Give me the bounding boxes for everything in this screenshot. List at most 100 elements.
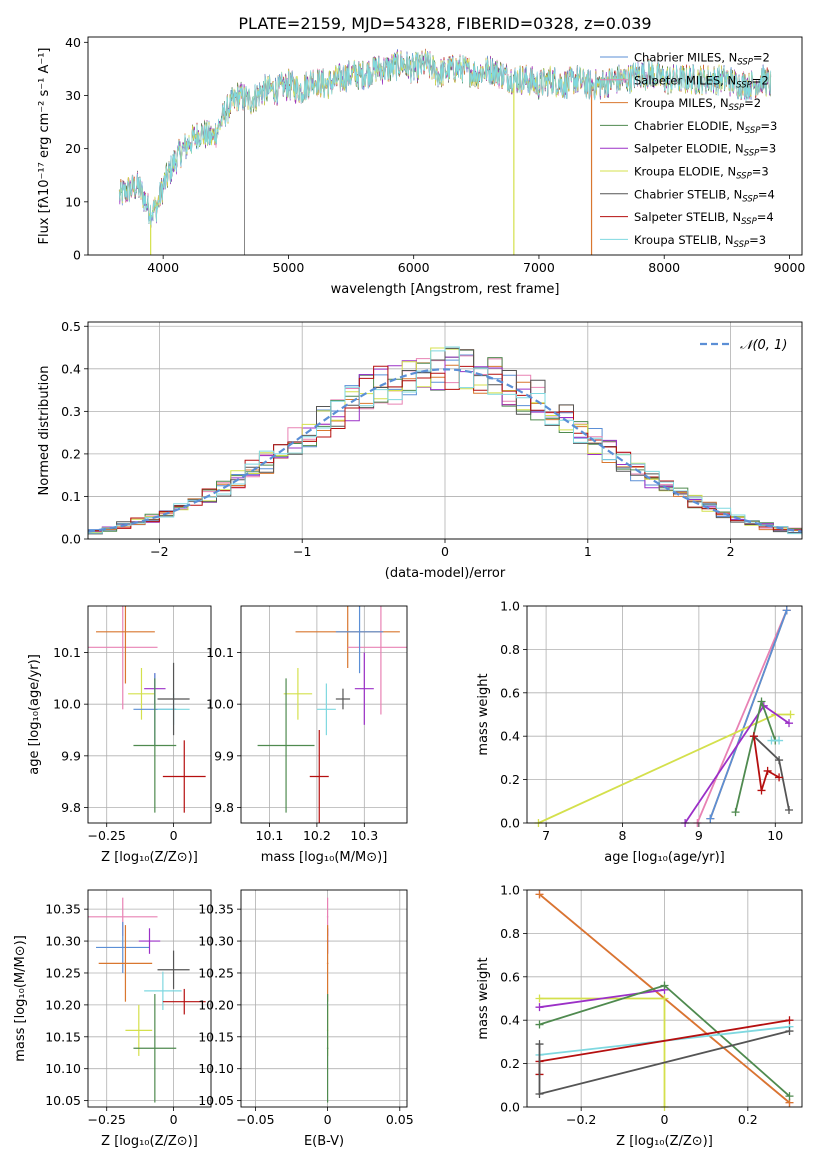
mass-weight-vs-Z-marker: [660, 994, 669, 1003]
legend-label: Kroupa STELIB, NSSP=3: [634, 233, 766, 250]
mass-weight-vs-age-marker: [757, 786, 766, 795]
legend-label-end: =4: [758, 187, 775, 201]
mass-vs-Z-ytick-label: 10.35: [45, 902, 81, 917]
age-vs-Z-frame: [87, 605, 212, 824]
legend-label-sub: SSP: [736, 172, 752, 182]
age-vs-Z-panel: −0.25 0 9.8 9.9 10.0 10.1 Z [log₁₀(Z/Z⊙)] age […: [27, 605, 212, 865]
age-vs-Z-ytick-label: 9.9: [61, 748, 81, 763]
legend-label: Salpeter MILES, NSSP=2: [634, 73, 769, 90]
age-vs-mass-points: [257, 606, 407, 823]
mass-weight-vs-Z-marker: [785, 1027, 794, 1036]
gaussian-curve: [88, 368, 802, 533]
residuals-panel: −2 −1 0 1 2 0.0 0.1 0.2 0.3 0.4 0.5 (data-model)/er…: [37, 319, 803, 581]
gaussian-legend-label: 𝒩(0, 1): [740, 338, 787, 353]
mass-weight-vs-age-line-2: [709, 609, 788, 820]
age-vs-Z-ytick-label: 10.0: [53, 697, 81, 712]
age-vs-Z-point: [133, 678, 177, 813]
legend-label-main: Chabrier ELODIE, N: [634, 119, 745, 133]
age-vs-Z-xtick-label: 0: [170, 828, 178, 843]
mass-weight-vs-age-marker: [775, 756, 784, 765]
residuals-xlabel: (data-model)/error: [385, 566, 506, 581]
mass-vs-Z-xtick-label: 0: [170, 1112, 178, 1127]
residuals-lines: [88, 346, 802, 536]
legend-label-sub: SSP: [741, 217, 757, 227]
mass-vs-Z-point: [98, 925, 153, 1002]
residuals-ytick-label: 0.2: [61, 446, 81, 461]
mass-weight-vs-Z-ytick-label: 0.4: [500, 1013, 520, 1028]
age-vs-mass-panel: 10.1 10.2 10.3 9.8 9.9 10.0 10.1 mass [log₁₀(M/…: [206, 605, 408, 865]
mass-weight-vs-age-marker: [786, 710, 795, 719]
legend-label: Chabrier ELODIE, NSSP=3: [634, 119, 777, 136]
mass-weight-vs-Z-marker: [785, 1016, 794, 1025]
legend-label-main: Chabrier MILES, N: [634, 51, 737, 65]
legend-label-sub: SSP: [734, 240, 750, 250]
spectrum-ytick-label: 20: [65, 141, 81, 156]
mass-weight-vs-age-lines: [534, 606, 795, 827]
mass-weight-vs-age-ytick-label: 0.6: [500, 685, 520, 700]
residuals-xtick-label: −1: [293, 544, 311, 559]
mass-weight-vs-age-xlabel: age [log₁₀(age/yr)]: [604, 850, 725, 865]
mass-vs-ebv-ytick-label: 10.20: [198, 997, 234, 1012]
legend-label-end: =2: [744, 96, 761, 110]
legend-label-main: Kroupa STELIB, N: [634, 233, 734, 247]
mass-vs-ebv-xlabel: E(B-V): [304, 1134, 344, 1149]
age-vs-mass-ytick-label: 9.9: [214, 748, 234, 763]
mass-weight-vs-Z-marker: [535, 1020, 544, 1029]
residuals-xtick-label: 2: [727, 544, 735, 559]
residuals-frame: [87, 321, 803, 540]
age-vs-Z-point: [128, 668, 155, 720]
figure-title: PLATE=2159, MJD=54328, FIBERID=0328, z=0…: [238, 14, 651, 33]
age-vs-Z-point: [157, 662, 190, 736]
spectrum-ytick-label: 0: [73, 248, 81, 263]
mass-vs-ebv-points: [326, 897, 329, 1103]
legend-label: Kroupa MILES, NSSP=2: [634, 96, 761, 113]
legend-label-end: =3: [749, 233, 766, 247]
mass-weight-vs-Z-ytick-label: 1.0: [500, 883, 520, 898]
mass-vs-Z-ytick-label: 10.20: [45, 997, 81, 1012]
mass-vs-Z-ytick-label: 10.05: [45, 1093, 81, 1108]
mass-weight-vs-age-marker: [785, 805, 794, 814]
age-vs-mass-xtick-label: 10.1: [256, 828, 284, 843]
mass-vs-Z-point: [133, 994, 177, 1103]
mass-vs-ebv-xtick-label: 0.05: [386, 1112, 414, 1127]
mass-weight-vs-Z-ytick-label: 0.0: [500, 1100, 520, 1115]
spectrum-xtick-label: 4000: [147, 260, 179, 275]
age-vs-mass-point: [347, 606, 407, 715]
age-vs-Z-ytick-label: 9.8: [61, 800, 81, 815]
age-vs-mass-point: [354, 652, 374, 725]
mass-weight-vs-Z-panel: −0.2 0 0.2 0.0 0.2 0.4 0.6 0.8 1.0 Z [log₁₀(Z/Z⊙)…: [476, 883, 803, 1149]
legend-label-main: Salpeter MILES, N: [634, 73, 736, 87]
mass-vs-Z-point: [96, 921, 150, 973]
mass-weight-vs-age-xtick-label: 8: [619, 828, 627, 843]
residuals-xtick-label: −2: [150, 544, 168, 559]
legend-label-sub: SSP: [744, 149, 760, 159]
mass-weight-vs-Z-marker: [535, 890, 544, 899]
legend-label: Chabrier STELIB, NSSP=4: [634, 187, 775, 204]
mass-weight-vs-Z-marker: [660, 981, 669, 990]
mass-weight-vs-age-marker: [785, 719, 794, 728]
legend-label-main: Chabrier STELIB, N: [634, 187, 742, 201]
age-vs-Z-xtick-label: −0.25: [88, 828, 126, 843]
legend-label-end: =3: [760, 119, 777, 133]
mass-weight-vs-Z-ytick-label: 0.2: [500, 1056, 520, 1071]
mass-weight-vs-age-marker: [706, 814, 715, 823]
legend-label-sub: SSP: [729, 103, 745, 113]
mass-vs-ebv-ytick-label: 10.30: [198, 934, 234, 949]
mass-weight-vs-age-marker: [775, 736, 784, 745]
legend-label-end: =2: [753, 51, 770, 65]
legend-label-main: Salpeter STELIB, N: [634, 210, 741, 224]
spectrum-xlabel: wavelength [Angstrom, rest frame]: [331, 282, 560, 297]
age-vs-mass-ytick-label: 10.0: [206, 697, 234, 712]
spectrum-ytick-label: 10: [65, 194, 81, 209]
age-vs-Z-ylabel: age [log₁₀(age/yr)]: [27, 654, 42, 775]
mass-weight-vs-age-marker: [749, 732, 758, 741]
legend-label-end: =3: [759, 142, 776, 156]
age-vs-mass-xlabel: mass [log₁₀(M/M⊙)]: [261, 850, 388, 865]
mass-weight-vs-Z-xtick-label: 0: [661, 1112, 669, 1127]
mass-vs-ebv-grid: [241, 890, 407, 1107]
age-vs-mass-point: [257, 678, 315, 813]
age-vs-Z-point: [88, 606, 158, 710]
mass-weight-vs-Z-ytick-label: 0.8: [500, 926, 520, 941]
